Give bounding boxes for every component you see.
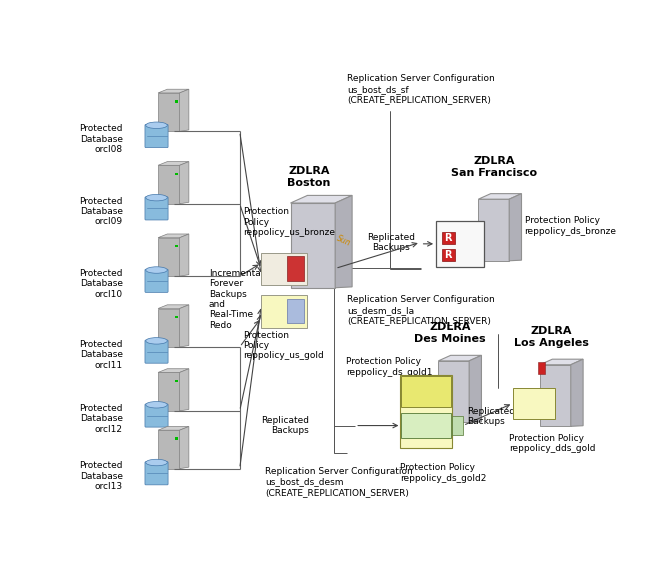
FancyBboxPatch shape bbox=[290, 203, 335, 288]
FancyBboxPatch shape bbox=[145, 125, 168, 147]
Text: Protection Policy
reppolicy_ds_bronze: Protection Policy reppolicy_ds_bronze bbox=[525, 216, 617, 236]
Text: Replication Server Configuration
us_bost_ds_desm
(CREATE_REPLICATION_SERVER): Replication Server Configuration us_bost… bbox=[265, 467, 413, 497]
FancyBboxPatch shape bbox=[145, 269, 168, 292]
FancyBboxPatch shape bbox=[158, 308, 179, 347]
Text: ZDLRA
Los Angeles: ZDLRA Los Angeles bbox=[514, 326, 589, 348]
Text: orcl13: orcl13 bbox=[519, 399, 545, 408]
Polygon shape bbox=[438, 355, 481, 361]
Ellipse shape bbox=[146, 267, 167, 273]
FancyBboxPatch shape bbox=[401, 376, 451, 407]
FancyBboxPatch shape bbox=[261, 253, 307, 286]
Text: ZDLRA
Des Moines: ZDLRA Des Moines bbox=[414, 323, 486, 344]
Bar bbox=[175, 438, 178, 440]
FancyBboxPatch shape bbox=[400, 375, 452, 448]
FancyBboxPatch shape bbox=[478, 199, 509, 261]
Bar bbox=[175, 245, 178, 248]
FancyBboxPatch shape bbox=[513, 388, 555, 419]
Polygon shape bbox=[335, 195, 352, 288]
Polygon shape bbox=[179, 369, 189, 411]
Polygon shape bbox=[509, 193, 521, 261]
Text: Protected
Database
orcl13: Protected Database orcl13 bbox=[79, 461, 123, 491]
FancyBboxPatch shape bbox=[540, 365, 571, 426]
Text: Replicated
Backups: Replicated Backups bbox=[261, 416, 309, 435]
Text: R: R bbox=[445, 250, 452, 260]
Text: Replicated
Backups: Replicated Backups bbox=[368, 233, 415, 252]
Text: Protected
Database
orcl11: Protected Database orcl11 bbox=[79, 340, 123, 370]
Polygon shape bbox=[478, 193, 521, 199]
Polygon shape bbox=[158, 162, 189, 166]
Polygon shape bbox=[179, 162, 189, 204]
Text: Protection
Policy
reppolicy_us_bronze: Protection Policy reppolicy_us_bronze bbox=[243, 207, 335, 237]
FancyBboxPatch shape bbox=[145, 340, 168, 363]
FancyBboxPatch shape bbox=[287, 299, 304, 323]
Polygon shape bbox=[571, 359, 583, 426]
Text: orcl12: orcl12 bbox=[405, 393, 431, 402]
Text: Protection Policy
reppolicy_ds_gold1: Protection Policy reppolicy_ds_gold1 bbox=[346, 357, 433, 377]
FancyBboxPatch shape bbox=[442, 232, 454, 244]
FancyBboxPatch shape bbox=[452, 417, 463, 435]
Bar bbox=[175, 380, 178, 382]
Polygon shape bbox=[540, 359, 583, 365]
Text: orcl10: orcl10 bbox=[459, 253, 483, 262]
FancyBboxPatch shape bbox=[158, 93, 179, 131]
Bar bbox=[175, 100, 178, 102]
Ellipse shape bbox=[146, 402, 167, 408]
Ellipse shape bbox=[146, 337, 167, 344]
Polygon shape bbox=[179, 234, 189, 276]
Text: Protection
Policy
reppolicy_us_gold: Protection Policy reppolicy_us_gold bbox=[243, 331, 325, 360]
Text: Protected
Database
orcl09: Protected Database orcl09 bbox=[79, 197, 123, 226]
FancyBboxPatch shape bbox=[442, 249, 454, 261]
Text: Protection Policy
reppolicy_ds_gold2: Protection Policy reppolicy_ds_gold2 bbox=[400, 463, 487, 483]
Ellipse shape bbox=[146, 122, 167, 129]
Polygon shape bbox=[179, 305, 189, 347]
Text: Protected
Database
orcl08: Protected Database orcl08 bbox=[79, 124, 123, 154]
Polygon shape bbox=[179, 89, 189, 131]
FancyBboxPatch shape bbox=[158, 166, 179, 204]
FancyBboxPatch shape bbox=[158, 430, 179, 469]
FancyBboxPatch shape bbox=[401, 413, 451, 438]
Text: ZDLRA
San Francisco: ZDLRA San Francisco bbox=[451, 156, 537, 178]
Bar bbox=[175, 316, 178, 318]
Text: orcl11: orcl11 bbox=[405, 381, 431, 390]
FancyBboxPatch shape bbox=[145, 197, 168, 220]
Text: Protected
Database
orcl10: Protected Database orcl10 bbox=[79, 269, 123, 299]
FancyBboxPatch shape bbox=[158, 373, 179, 411]
Text: Protection Policy
reppolicy_dds_gold: Protection Policy reppolicy_dds_gold bbox=[509, 434, 595, 453]
Polygon shape bbox=[158, 427, 189, 430]
Text: Sun: Sun bbox=[335, 234, 352, 248]
Text: orcl08: orcl08 bbox=[459, 227, 483, 236]
Polygon shape bbox=[158, 369, 189, 373]
FancyBboxPatch shape bbox=[145, 462, 168, 485]
Polygon shape bbox=[469, 355, 481, 422]
Text: orcl09: orcl09 bbox=[459, 240, 483, 249]
Text: R: R bbox=[445, 233, 452, 243]
Ellipse shape bbox=[146, 459, 167, 466]
FancyBboxPatch shape bbox=[287, 256, 304, 281]
Text: Incremental
Forever
Backups
and
Real-Time
Redo: Incremental Forever Backups and Real-Tim… bbox=[209, 269, 263, 330]
Polygon shape bbox=[179, 427, 189, 469]
Polygon shape bbox=[158, 89, 189, 93]
FancyBboxPatch shape bbox=[538, 362, 544, 374]
FancyBboxPatch shape bbox=[261, 295, 307, 328]
FancyBboxPatch shape bbox=[158, 238, 179, 276]
Text: Replicated
Backups: Replicated Backups bbox=[468, 407, 515, 426]
FancyBboxPatch shape bbox=[438, 361, 469, 422]
Text: Replication Server Configuration
us_desm_ds_la
(CREATE_REPLICATION_SERVER): Replication Server Configuration us_desm… bbox=[347, 295, 495, 325]
Text: orcl13: orcl13 bbox=[405, 421, 431, 430]
FancyBboxPatch shape bbox=[145, 404, 168, 427]
Text: Protected
Database
orcl12: Protected Database orcl12 bbox=[79, 404, 123, 434]
Polygon shape bbox=[290, 195, 352, 203]
Bar bbox=[175, 172, 178, 175]
Text: Replication Server Configuration
us_bost_ds_sf
(CREATE_REPLICATION_SERVER): Replication Server Configuration us_bost… bbox=[347, 75, 495, 104]
Text: ZDLRA
Boston: ZDLRA Boston bbox=[288, 166, 331, 188]
Polygon shape bbox=[158, 234, 189, 238]
Ellipse shape bbox=[146, 195, 167, 201]
Polygon shape bbox=[158, 305, 189, 308]
FancyBboxPatch shape bbox=[436, 221, 484, 267]
